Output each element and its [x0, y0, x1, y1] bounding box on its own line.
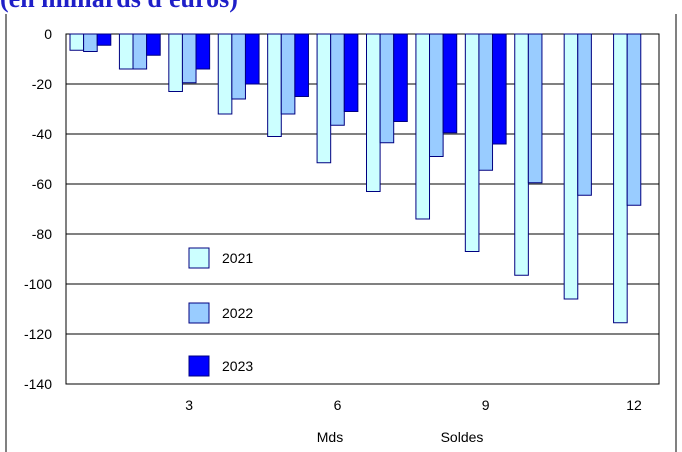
legend-label-2022: 2022 [222, 305, 253, 321]
bar-2021-6 [316, 33, 332, 164]
y-tick-label: 0 [44, 26, 52, 42]
bar-2021-10 [514, 33, 529, 276]
x-tick-label: 6 [334, 397, 342, 413]
bar-2021-2 [118, 33, 134, 70]
bar-2021-12 [613, 33, 628, 324]
bar-2022-9 [478, 33, 494, 171]
bar-2021-4 [217, 33, 233, 115]
legend-label-2021: 2021 [222, 250, 253, 266]
bar-2022-5 [280, 33, 296, 115]
bar-2023-1 [96, 33, 112, 46]
plot-area [65, 33, 660, 385]
y-tick-label: -40 [32, 126, 52, 142]
bar-2022-6 [330, 33, 345, 126]
y-tick-label: -140 [24, 376, 52, 392]
legend-swatch-2021 [188, 247, 210, 269]
legend: 2021 2022 2023 [188, 247, 253, 377]
bar-2021-7 [366, 33, 381, 192]
legend-label-2023: 2023 [222, 358, 253, 374]
bar-2021-8 [415, 33, 431, 220]
bar-2022-8 [429, 33, 444, 157]
x-tick-label: 9 [482, 397, 490, 413]
x-axis-label: Mds [317, 429, 343, 445]
y-tick-label: -80 [32, 226, 52, 242]
bar-2021-9 [464, 33, 480, 252]
y-tick-label: -100 [24, 276, 52, 292]
y-tick-labels: 0 -20 -40 -60 -80 -100 -120 -140 [24, 26, 52, 392]
bar-2023-6 [343, 33, 359, 112]
bar-2022-4 [231, 33, 246, 100]
bar-2022-12 [626, 33, 642, 206]
bar-2023-4 [244, 33, 260, 85]
bar-2023-8 [442, 33, 458, 134]
bar-2023-5 [294, 33, 309, 97]
bar-2022-2 [132, 33, 148, 70]
y-tick-label: -120 [24, 326, 52, 342]
bar-2022-11 [577, 33, 592, 196]
x-axis-label-secondary: Soldes [441, 429, 484, 445]
grid-lines [66, 83, 659, 335]
bars [69, 33, 642, 324]
bar-2022-10 [527, 33, 543, 184]
bar-2021-5 [267, 33, 282, 137]
bar-2023-7 [393, 33, 408, 122]
bar-2023-9 [492, 33, 507, 145]
y-tick-label: -20 [32, 76, 52, 92]
bar-2023-3 [195, 33, 211, 70]
legend-swatch-2022 [188, 302, 210, 324]
bar-2022-3 [181, 33, 197, 84]
y-tick-label: -60 [32, 176, 52, 192]
bar-2022-7 [379, 33, 395, 144]
bar-2022-1 [83, 33, 98, 52]
bar-2021-1 [69, 33, 85, 51]
bar-2021-11 [563, 33, 579, 300]
x-tick-labels: 3 6 9 12 [185, 397, 642, 413]
bar-2021-3 [168, 33, 183, 92]
x-tick-label: 3 [185, 397, 193, 413]
x-tick-label: 12 [626, 397, 642, 413]
legend-swatch-2023 [188, 355, 210, 377]
chart-title: (en milliards d'euros) [0, 0, 682, 14]
bar-2023-2 [146, 33, 161, 56]
